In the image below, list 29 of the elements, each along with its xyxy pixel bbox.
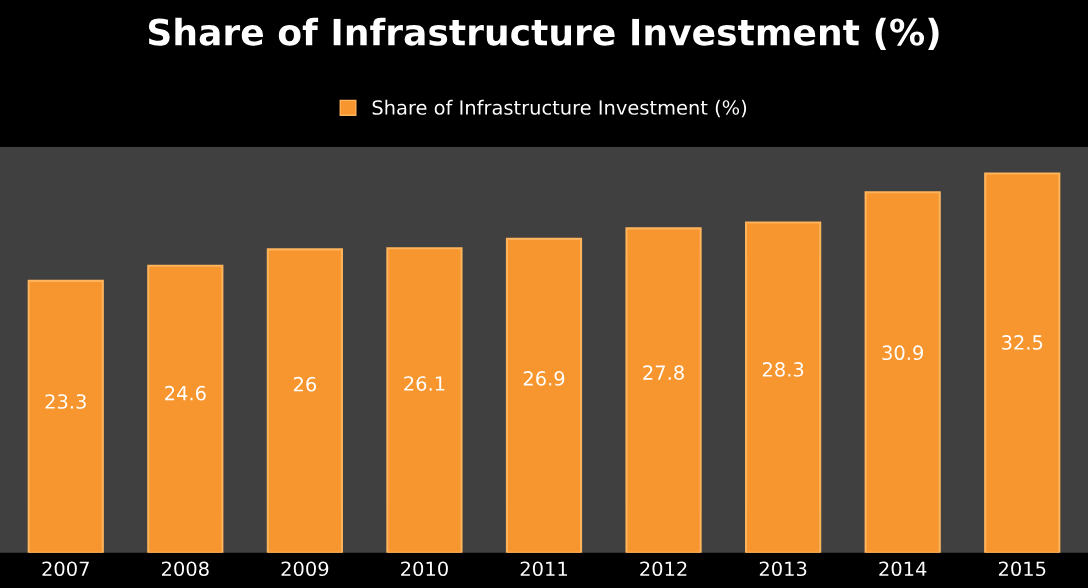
data-label: 28.3: [762, 362, 804, 377]
bar: [505, 237, 583, 553]
data-label: 26.1: [404, 376, 445, 391]
bar: [266, 248, 343, 553]
x-tick-label: 2015: [998, 561, 1046, 577]
x-tick-label: 2007: [42, 561, 89, 577]
bar: [864, 191, 941, 553]
bar: [625, 227, 702, 553]
x-tick-label: 2014: [879, 561, 927, 577]
bar: [386, 247, 463, 553]
bar: [27, 279, 104, 553]
bar: [745, 221, 822, 553]
data-label: 32.5: [1002, 335, 1043, 350]
legend-label: Share of Infrastructure Investment (%): [372, 99, 747, 118]
data-label: 27.8: [643, 365, 684, 380]
x-tick-label: 2011: [520, 561, 567, 577]
chart-title: Share of Infrastructure Investment (%): [148, 17, 939, 51]
data-label: 26.9: [523, 371, 565, 386]
x-tick-label: 2012: [640, 561, 687, 577]
x-tick-label: 2009: [281, 561, 329, 577]
data-label: 23.3: [45, 394, 86, 409]
x-tick-label: 2008: [162, 561, 209, 577]
bar: [984, 172, 1061, 553]
bar: [147, 264, 224, 553]
data-label: 30.9: [882, 345, 923, 361]
data-label: 24.6: [165, 385, 206, 401]
data-label: 26: [293, 376, 317, 392]
x-tick-label: 2013: [759, 561, 807, 577]
x-tick-label: 2010: [401, 561, 448, 577]
